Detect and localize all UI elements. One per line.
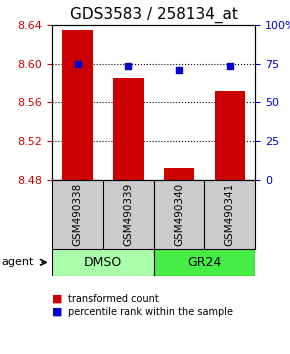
Text: GSM490340: GSM490340 — [174, 183, 184, 246]
Text: GSM490338: GSM490338 — [72, 183, 83, 246]
Title: GDS3583 / 258134_at: GDS3583 / 258134_at — [70, 7, 238, 23]
Point — [126, 63, 130, 69]
Point — [75, 62, 80, 67]
Text: percentile rank within the sample: percentile rank within the sample — [68, 307, 233, 316]
Point — [227, 63, 232, 69]
Text: GSM490341: GSM490341 — [225, 183, 235, 246]
Text: ■: ■ — [52, 294, 63, 304]
Bar — [113, 78, 144, 180]
Bar — [164, 168, 194, 180]
Text: ■: ■ — [52, 307, 63, 316]
Bar — [62, 30, 93, 180]
Text: GSM490339: GSM490339 — [123, 183, 133, 246]
Text: DMSO: DMSO — [84, 256, 122, 269]
FancyBboxPatch shape — [52, 249, 154, 276]
Text: agent: agent — [1, 257, 34, 267]
Text: transformed count: transformed count — [68, 294, 159, 304]
Point — [177, 67, 182, 73]
Text: GR24: GR24 — [187, 256, 222, 269]
FancyBboxPatch shape — [154, 249, 255, 276]
Bar — [215, 91, 245, 180]
